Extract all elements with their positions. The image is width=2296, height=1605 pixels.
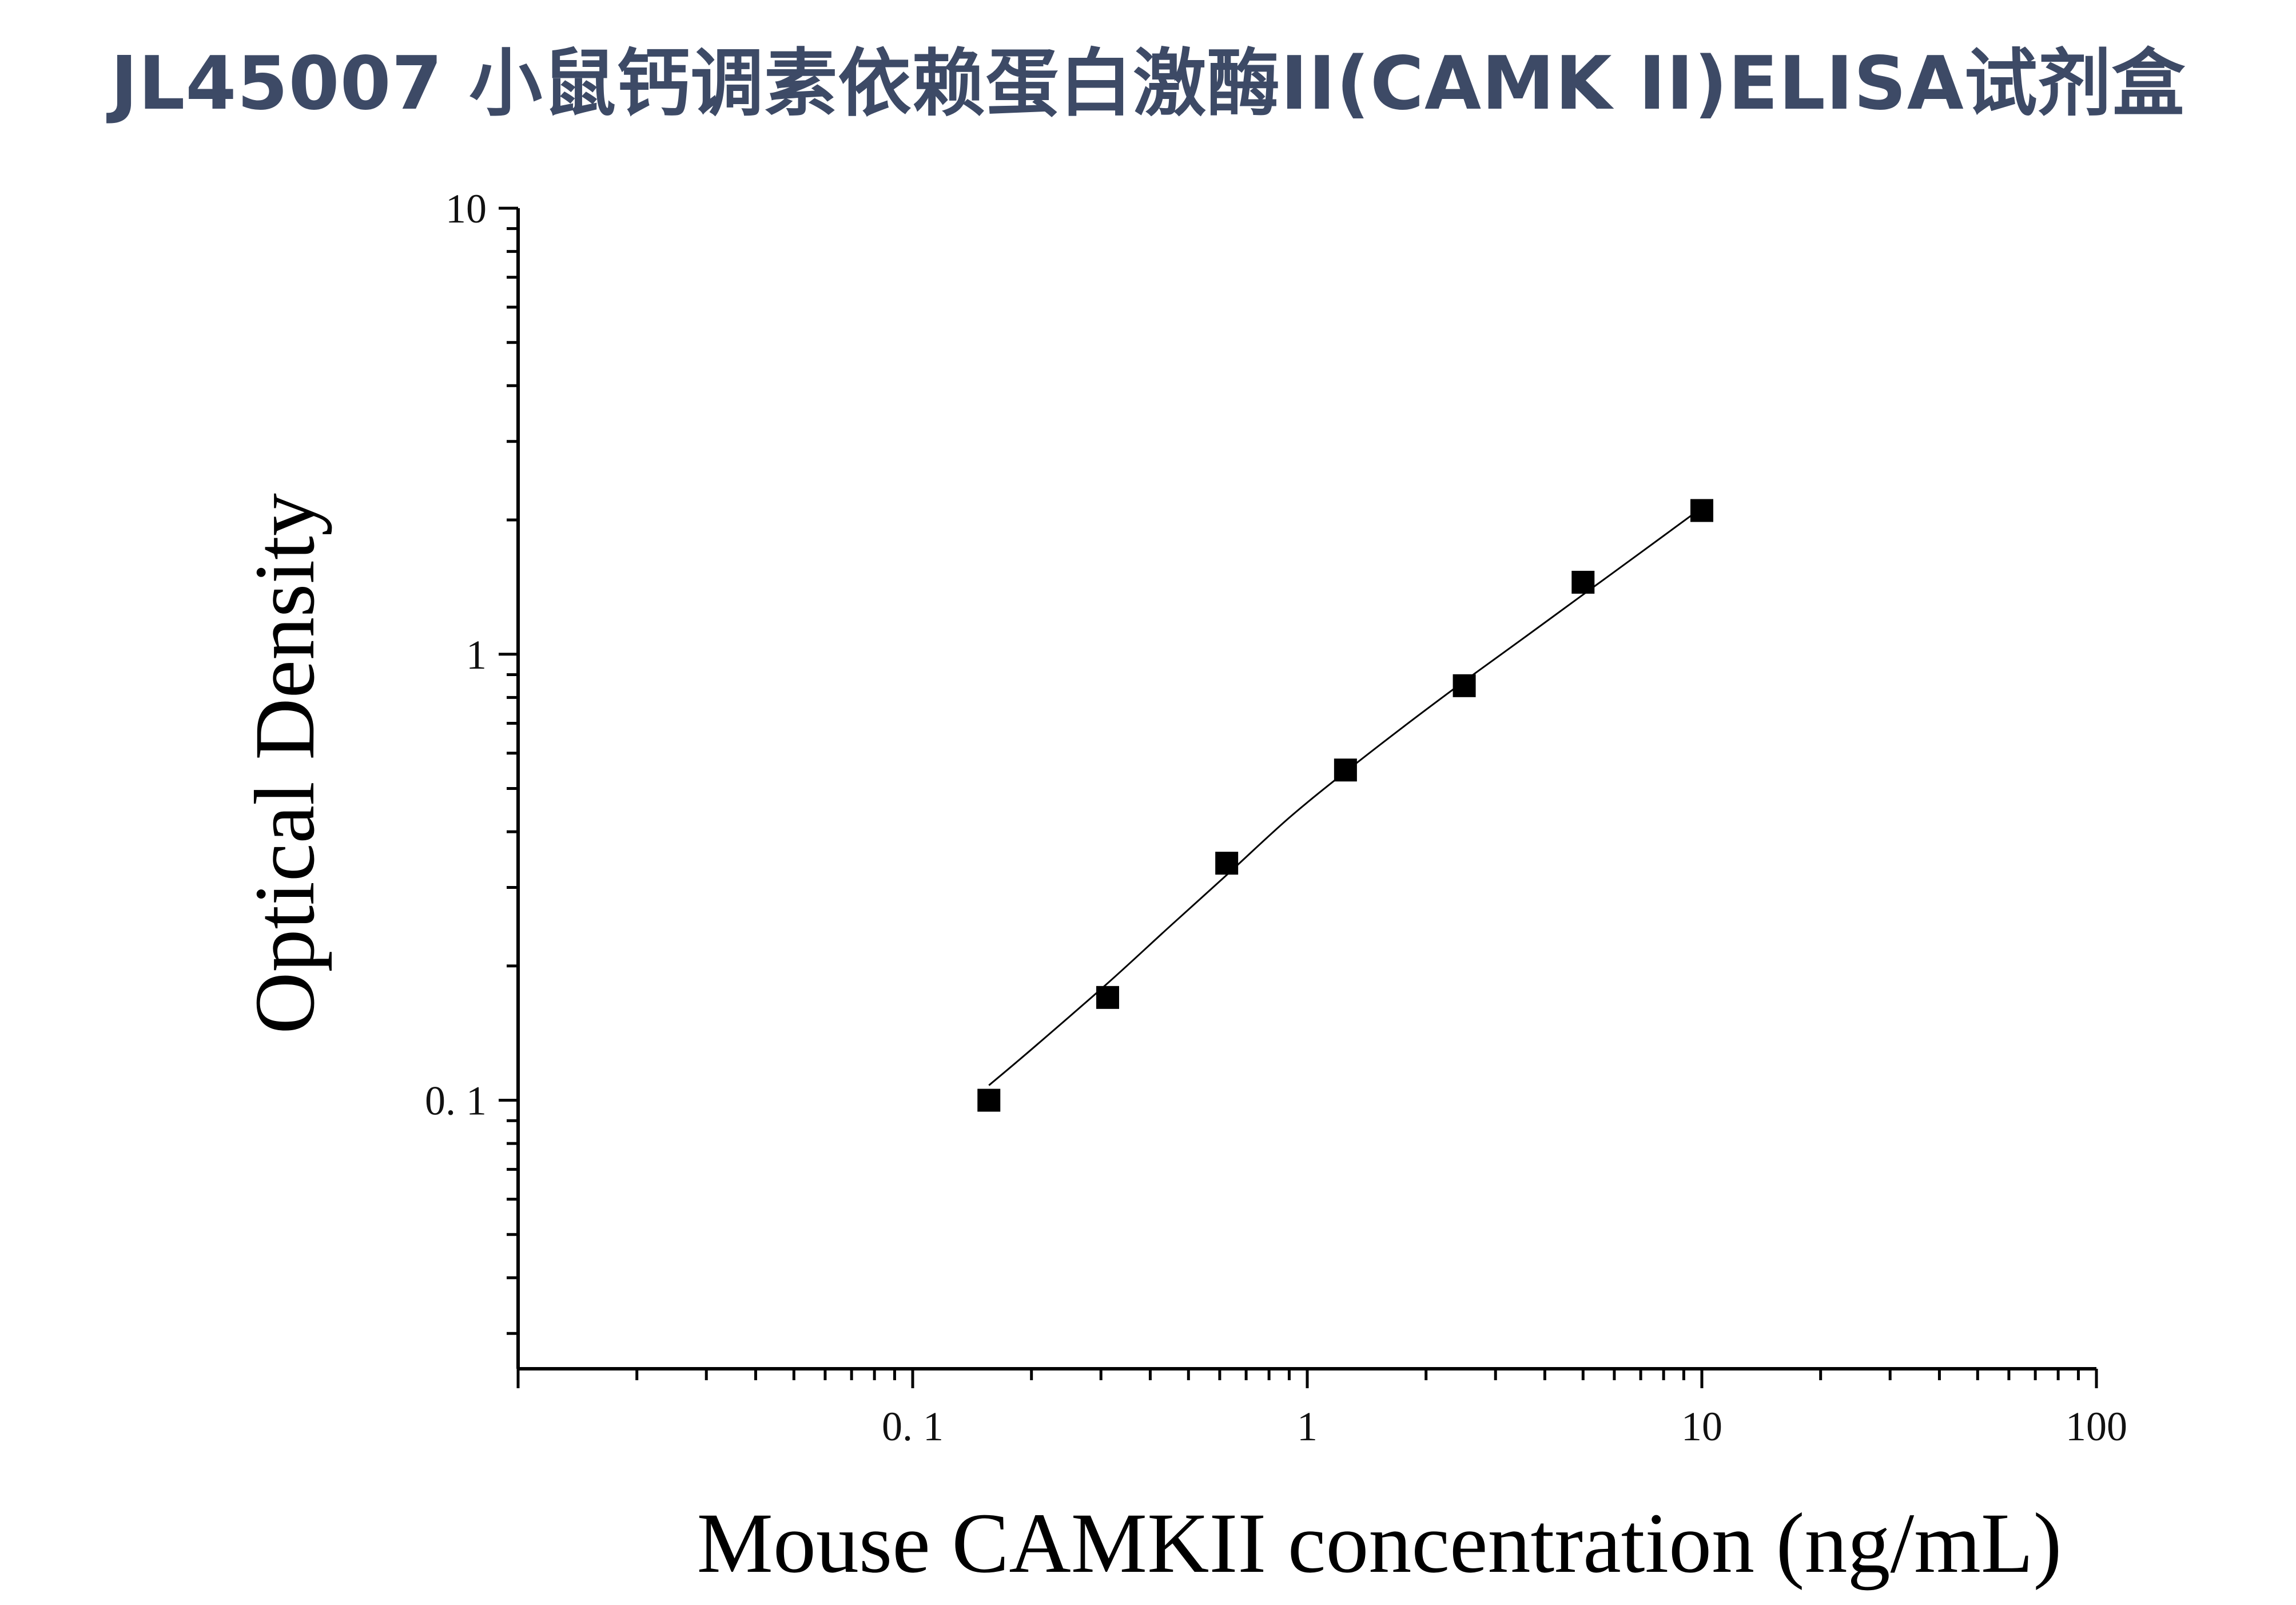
y-tick-label: 1 <box>466 632 487 678</box>
y-tick-label: 10 <box>445 186 487 232</box>
data-point <box>977 1088 1001 1112</box>
data-point <box>1334 758 1357 782</box>
page-title: JL45007 小鼠钙调素依赖蛋白激酶II(CAMK II)ELISA试剂盒 <box>110 41 2186 126</box>
y-axis-label: Optical Density <box>237 493 332 1034</box>
fit-curve-layer <box>988 507 1702 1086</box>
x-tick-label: 1 <box>1297 1404 1318 1449</box>
data-points <box>977 499 1713 1112</box>
axes <box>516 208 2096 1370</box>
x-axis-label: Mouse CAMKII concentration (ng/mL) <box>697 1496 2062 1591</box>
y-tick-label: 0. 1 <box>425 1078 487 1124</box>
tick-labels: 0. 1 1 10 100 0. 1 1 10 <box>425 186 2127 1449</box>
x-tick-label: 0. 1 <box>882 1404 944 1449</box>
data-point <box>1215 852 1239 875</box>
fit-curve <box>988 507 1702 1086</box>
data-point <box>1453 674 1476 697</box>
x-tick-label: 10 <box>1681 1404 1722 1449</box>
data-point <box>1690 499 1713 522</box>
x-tick-label: 100 <box>2066 1404 2127 1449</box>
data-point <box>1096 986 1119 1009</box>
axis-ticks <box>499 206 2098 1388</box>
data-point <box>1571 570 1595 594</box>
